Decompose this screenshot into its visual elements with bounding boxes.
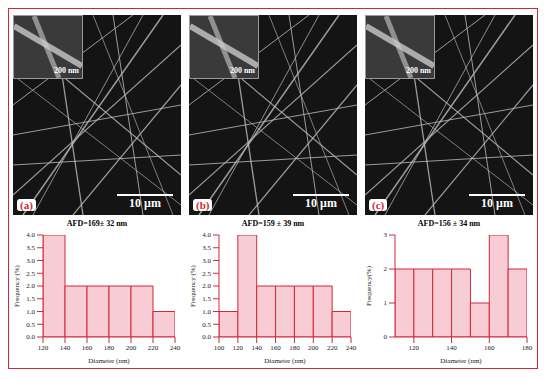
svg-text:200: 200 bbox=[126, 344, 137, 352]
svg-text:120: 120 bbox=[409, 344, 420, 352]
html-text:200 nm: 200 nm bbox=[229, 66, 255, 75]
svg-text:2: 2 bbox=[384, 265, 388, 273]
svg-text:1: 1 bbox=[384, 299, 388, 307]
html-text:AFD=156 ± 34 nm: AFD=156 ± 34 nm bbox=[417, 219, 481, 228]
svg-text:Frequency (%): Frequency (%) bbox=[13, 264, 21, 306]
svg-text:100: 100 bbox=[214, 344, 225, 352]
html-text:AFD=159 ± 39 nm: AFD=159 ± 39 nm bbox=[241, 219, 305, 228]
svg-text:180: 180 bbox=[522, 344, 533, 352]
svg-text:120: 120 bbox=[233, 344, 244, 352]
html-text:(a): (a) bbox=[20, 199, 33, 211]
svg-text:160: 160 bbox=[82, 344, 93, 352]
svg-text:2.0: 2.0 bbox=[26, 282, 35, 290]
svg-text:160: 160 bbox=[270, 344, 281, 352]
html-text:10 μm: 10 μm bbox=[129, 196, 161, 210]
svg-text:Diameter (nm): Diameter (nm) bbox=[88, 357, 130, 365]
svg-text:200: 200 bbox=[308, 344, 319, 352]
svg-text:4.0: 4.0 bbox=[202, 231, 211, 239]
svg-text:0: 0 bbox=[384, 333, 388, 341]
svg-text:1.0: 1.0 bbox=[26, 308, 35, 316]
svg-text:240: 240 bbox=[170, 344, 181, 352]
html-text:(c): (c) bbox=[372, 199, 385, 211]
svg-text:3: 3 bbox=[384, 231, 388, 239]
svg-text:3.5: 3.5 bbox=[202, 244, 211, 252]
svg-text:220: 220 bbox=[327, 344, 338, 352]
svg-text:240: 240 bbox=[346, 344, 357, 352]
svg-text:0.0: 0.0 bbox=[26, 333, 35, 341]
svg-text:4.0: 4.0 bbox=[26, 231, 35, 239]
svg-text:0.0: 0.0 bbox=[202, 333, 211, 341]
svg-text:2.0: 2.0 bbox=[202, 282, 211, 290]
svg-text:180: 180 bbox=[104, 344, 115, 352]
svg-text:180: 180 bbox=[289, 344, 300, 352]
html-text:200 nm: 200 nm bbox=[405, 66, 431, 75]
svg-text:140: 140 bbox=[446, 344, 457, 352]
html-text:(b): (b) bbox=[196, 199, 210, 211]
svg-text:160: 160 bbox=[484, 344, 495, 352]
svg-text:0.5: 0.5 bbox=[26, 321, 35, 329]
svg-text:3.0: 3.0 bbox=[26, 257, 35, 265]
svg-text:Frequency (%): Frequency (%) bbox=[189, 264, 197, 306]
svg-text:3.0: 3.0 bbox=[202, 257, 211, 265]
svg-text:1.5: 1.5 bbox=[202, 295, 211, 303]
svg-text:1.5: 1.5 bbox=[26, 295, 35, 303]
svg-text:140: 140 bbox=[251, 344, 262, 352]
svg-text:2.5: 2.5 bbox=[26, 270, 35, 278]
svg-text:140: 140 bbox=[60, 344, 71, 352]
svg-text:Frequency(%): Frequency(%) bbox=[365, 265, 373, 306]
svg-text:0.5: 0.5 bbox=[202, 321, 211, 329]
svg-text:Diameter (nm): Diameter (nm) bbox=[264, 357, 306, 365]
svg-text:2.5: 2.5 bbox=[202, 270, 211, 278]
svg-text:120: 120 bbox=[38, 344, 49, 352]
svg-text:3.5: 3.5 bbox=[26, 244, 35, 252]
html-text:10 μm: 10 μm bbox=[305, 196, 337, 210]
html-text:AFD=169± 32 nm: AFD=169± 32 nm bbox=[66, 219, 128, 228]
svg-text:Diameter (nm): Diameter (nm) bbox=[440, 357, 482, 365]
svg-text:220: 220 bbox=[148, 344, 159, 352]
html-text:200 nm: 200 nm bbox=[53, 66, 79, 75]
html-text:10 μm: 10 μm bbox=[481, 196, 513, 210]
svg-text:1.0: 1.0 bbox=[202, 308, 211, 316]
